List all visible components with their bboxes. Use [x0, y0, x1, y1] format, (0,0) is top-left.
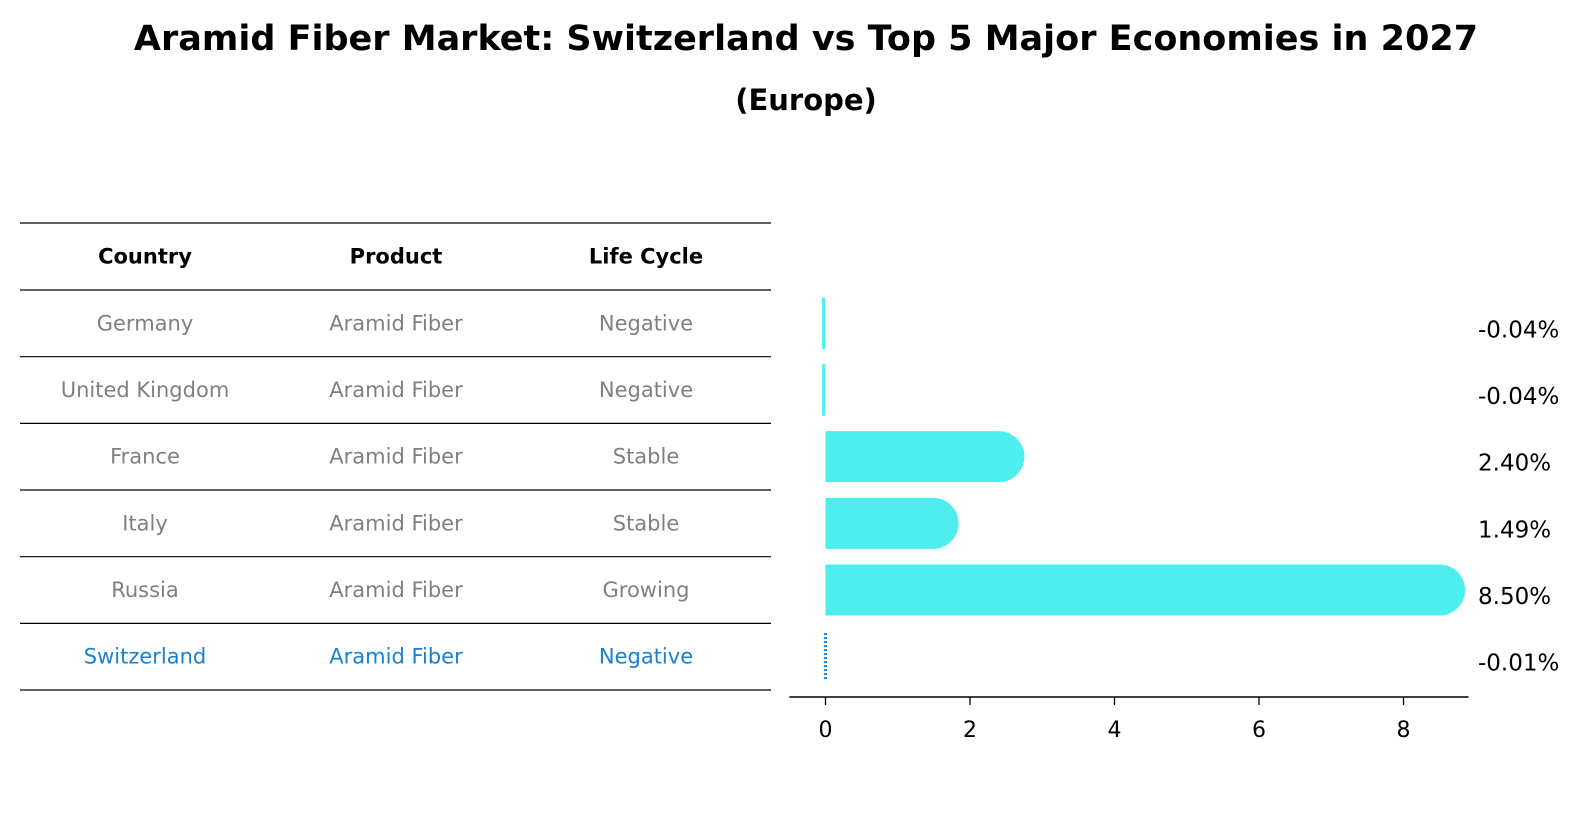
table-header-cell: Life Cycle: [589, 245, 703, 269]
table-cell: Russia: [111, 578, 179, 602]
table-cell: Aramid Fiber: [329, 578, 463, 602]
table-cell: France: [110, 445, 180, 469]
bar-chart: -0.04% -0.04% 2.40% 1.49% 8.50% -0.01% 0 2 4 6 8: [789, 297, 1559, 743]
x-tick-label: 8: [1397, 718, 1411, 743]
table-header-cell: Product: [350, 245, 443, 269]
table-cell: Aramid Fiber: [329, 311, 463, 335]
table-cell-highlight: Aramid Fiber: [329, 645, 463, 669]
table-cell: Stable: [613, 445, 680, 469]
table-cell: United Kingdom: [61, 378, 230, 402]
table-cell: Negative: [599, 378, 693, 402]
table-cell: Stable: [613, 511, 680, 535]
x-tick-label: 6: [1252, 718, 1266, 743]
table-cell: Germany: [97, 311, 194, 335]
table-cell: Aramid Fiber: [329, 445, 463, 469]
table-cell: Italy: [122, 511, 168, 535]
bar-value-label: -0.01%: [1478, 651, 1559, 677]
bar-value-label: 2.40%: [1478, 451, 1551, 477]
table-cell-highlight: Switzerland: [84, 645, 207, 669]
data-table: Country Product Life Cycle Germany Aramid Fi…: [20, 222, 771, 691]
bar-value-label: -0.04%: [1478, 384, 1559, 410]
table-cell: Aramid Fiber: [329, 378, 463, 402]
bar-value-label: 8.50%: [1478, 584, 1551, 610]
x-tick-label: 4: [1108, 718, 1122, 743]
table-header-cell: Country: [98, 245, 192, 269]
bar-value-label: -0.04%: [1478, 317, 1559, 343]
table-cell: Growing: [603, 578, 690, 602]
bar: [825, 564, 1466, 616]
table-cell: Negative: [599, 311, 693, 335]
x-tick-label: 0: [819, 718, 833, 743]
bar: [825, 431, 1025, 483]
chart-title: Aramid Fiber Market: Switzerland vs Top …: [134, 19, 1478, 59]
x-tick-label: 2: [963, 718, 977, 743]
bar: [825, 497, 959, 549]
table-cell: Aramid Fiber: [329, 511, 463, 535]
chart-subtitle: (Europe): [735, 83, 877, 117]
bar-value-label: 1.49%: [1478, 517, 1551, 543]
table-cell-highlight: Negative: [599, 645, 693, 669]
